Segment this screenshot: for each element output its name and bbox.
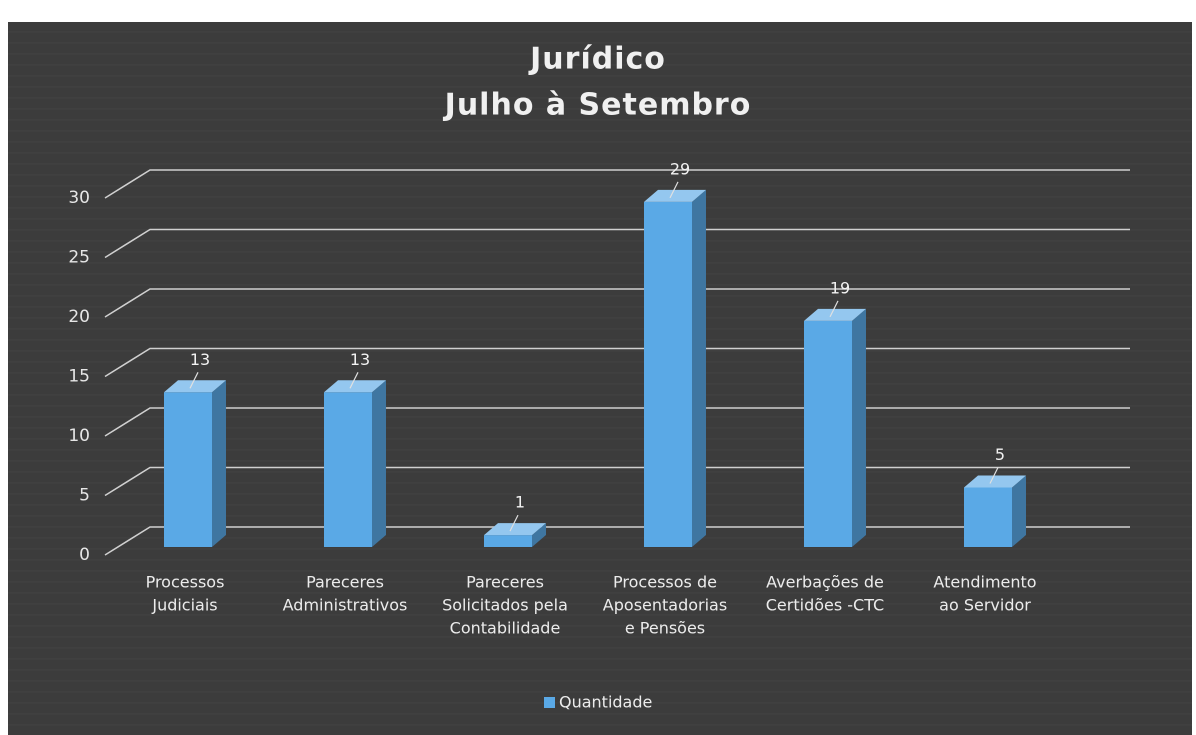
bar-front: [804, 320, 852, 547]
grid-line: [104, 347, 1130, 378]
x-tick-label: Averbações de: [766, 573, 884, 592]
data-label: 13: [190, 350, 210, 369]
grid-line: [104, 169, 1130, 199]
bar: [324, 380, 386, 547]
chart-subtitle: Julho à Setembro: [443, 88, 752, 123]
bar-side: [532, 523, 546, 547]
data-label: 1: [515, 493, 525, 512]
bar-front: [964, 487, 1012, 547]
chart-frame: [8, 22, 1192, 735]
grid-line: [104, 526, 1130, 556]
x-tick-label: Pareceres: [306, 573, 384, 592]
data-label: 13: [350, 350, 370, 369]
bar-top: [644, 189, 706, 202]
x-tick-label: Solicitados pela: [442, 596, 568, 615]
x-tick-label: Processos: [146, 573, 225, 592]
x-tick-label: Processos de: [613, 573, 717, 592]
y-tick-label: 15: [68, 367, 90, 387]
bar-side: [372, 380, 386, 547]
bar-side: [212, 380, 226, 547]
grid-line: [104, 466, 1130, 497]
bar: [964, 475, 1026, 547]
y-tick-label: 20: [68, 307, 90, 327]
bar-top: [164, 380, 226, 393]
bar-side: [1012, 475, 1026, 547]
legend-swatch: [544, 697, 555, 708]
bar: [484, 523, 546, 547]
bar: [164, 380, 226, 547]
data-label: 5: [995, 445, 1005, 464]
leader-line: [669, 181, 679, 199]
grid-line: [104, 288, 1130, 318]
x-tick-label: Pareceres: [466, 573, 544, 592]
x-tick-label: Judiciais: [151, 596, 217, 615]
leader-line: [349, 372, 359, 389]
data-label: 29: [670, 159, 690, 178]
bar-top: [484, 523, 546, 536]
bar-top: [804, 308, 866, 321]
leader-line: [189, 372, 199, 389]
bar-front: [484, 535, 532, 547]
x-tick-label: Contabilidade: [450, 619, 561, 638]
grid-line: [104, 228, 1130, 259]
grid-line: [104, 407, 1130, 437]
bar: [804, 308, 866, 547]
y-tick-label: 5: [79, 486, 90, 506]
bar-side: [852, 308, 866, 547]
bar-front: [644, 201, 692, 547]
leader-line: [829, 300, 839, 318]
data-label: 19: [830, 278, 850, 297]
bar-front: [164, 392, 212, 547]
y-tick-label: 25: [68, 248, 90, 268]
bar-front: [324, 392, 372, 547]
x-tick-label: ao Servidor: [939, 596, 1031, 615]
legend-label: Quantidade: [559, 693, 652, 712]
y-tick-label: 0: [79, 545, 90, 565]
bar: [644, 189, 706, 547]
bar-side: [692, 189, 706, 547]
x-tick-label: Aposentadorias: [603, 596, 727, 615]
leader-line: [509, 514, 519, 532]
chart-title: Jurídico: [528, 42, 666, 77]
x-tick-label: Atendimento: [933, 573, 1036, 592]
leader-line: [989, 467, 999, 484]
bar-top: [324, 380, 386, 393]
y-tick-label: 30: [68, 188, 90, 208]
bar-top: [964, 475, 1026, 488]
x-tick-label: Administrativos: [283, 596, 408, 615]
y-tick-label: 10: [68, 426, 90, 446]
x-tick-label: Certidões -CTC: [766, 596, 884, 615]
x-tick-label: e Pensões: [625, 619, 705, 638]
